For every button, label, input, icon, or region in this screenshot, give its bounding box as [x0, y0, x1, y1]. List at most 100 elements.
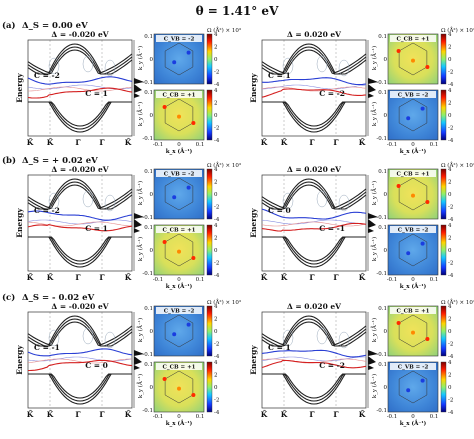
chern-blue-label: C = -2 — [34, 71, 60, 80]
map-ytick: 0 — [150, 385, 154, 391]
valence-band-remote — [262, 373, 366, 402]
colorbar — [206, 361, 213, 413]
chern-label: C_VB = -2 — [398, 365, 429, 371]
colorbar-tick: 4 — [448, 223, 452, 229]
blue-flat-band — [27, 76, 133, 85]
band-xtick: Γ̄ — [75, 273, 81, 282]
map-ytick: 0 — [384, 57, 388, 63]
map-xtick: -0.1 — [153, 414, 164, 420]
colorbar-tick: -4 — [214, 273, 220, 279]
band-panel-title: Δ = -0.020 eV — [51, 30, 108, 39]
colorbar-tick: 2 — [448, 45, 452, 51]
curvature-hotspot — [162, 105, 167, 109]
map-ytick: -0.1 — [142, 352, 153, 358]
map-xtick: 0 — [411, 142, 415, 148]
remote-dotted-band — [28, 86, 133, 92]
curvature-hotspot — [425, 337, 430, 341]
band-ylabel: Energy — [249, 73, 258, 103]
colorbar-tick: 4 — [214, 32, 218, 38]
row-delta-s: Δ_S = + 0.02 eV — [22, 156, 98, 166]
valence-band-remote — [28, 373, 132, 405]
map-label-bg — [156, 35, 202, 42]
band-ylabel: Energy — [249, 345, 258, 375]
chern-blue-label: C = -1 — [34, 343, 60, 352]
curvature-hotspot — [396, 49, 401, 53]
colorbar-tick: -2 — [214, 261, 219, 267]
map-ytick: 0 — [150, 248, 154, 254]
colorbar-tick: -4 — [214, 217, 220, 223]
curvature-hotspot — [406, 116, 411, 121]
band-xtick: K̄ — [281, 273, 288, 282]
colorbar-tick: -4 — [214, 410, 220, 416]
highlight-ellipse — [104, 331, 116, 349]
colorbar-tick: -4 — [448, 138, 454, 144]
map-xtick: 0.1 — [430, 277, 439, 283]
map-xlabel: k_x (Å⁻¹) — [400, 282, 427, 290]
colorbar-tick: -2 — [448, 398, 453, 404]
curvature-hotspot — [420, 241, 425, 246]
map-xtick: 0.1 — [430, 414, 439, 420]
map-ylabel: k_y (Å⁻¹) — [370, 374, 378, 398]
highlight-ellipse — [316, 190, 328, 208]
colorbar-tick: 0 — [448, 113, 452, 119]
map-label-bg — [390, 307, 436, 314]
curvature-hotspot — [186, 185, 191, 190]
colorbar-tick: 4 — [214, 88, 218, 94]
band-xtick: Γ̄ — [99, 273, 105, 282]
red-flat-band — [261, 88, 367, 98]
colorbar-tick: -4 — [214, 354, 220, 360]
map-ylabel: k_y (Å⁻¹) — [370, 318, 378, 342]
map-label-bg — [390, 170, 436, 177]
colorbar — [206, 168, 213, 220]
map-label-bg — [390, 226, 436, 233]
colorbar-tick: -4 — [448, 82, 454, 88]
dos-peak — [368, 350, 378, 370]
map-label-bg — [390, 35, 436, 42]
highlight-ellipse — [338, 331, 350, 349]
map-ytick: -0.1 — [142, 215, 153, 221]
map-label-bg — [156, 91, 202, 98]
colorbar-tick: 2 — [214, 236, 218, 242]
dos-peak — [134, 78, 144, 98]
colorbar — [206, 224, 213, 276]
berry-curvature-map-negative — [153, 33, 205, 85]
remote-dotted-band — [261, 86, 367, 92]
chern-blue-label: C = 0 — [268, 206, 291, 215]
remote-dotted-band — [261, 221, 367, 227]
map-ylabel: k_y (Å⁻¹) — [370, 181, 378, 205]
colorbar-tick: -2 — [214, 398, 219, 404]
map-ytick: 0 — [150, 329, 154, 335]
conduction-band-remote — [261, 184, 367, 210]
chern-label: C_CB = +1 — [162, 228, 195, 234]
colorbar-tick: 0 — [448, 248, 452, 254]
map-ytick: 0.1 — [144, 90, 153, 96]
chern-red-label: C = -2 — [319, 361, 345, 370]
berry-curvature-map-negative — [387, 224, 439, 276]
map-ytick: -0.1 — [142, 271, 153, 277]
chern-label: C_VB = -2 — [398, 228, 429, 234]
band-panel-title: Δ = 0.020 eV — [287, 165, 341, 174]
map-ytick: 0.1 — [378, 90, 387, 96]
map-ylabel: k_y (Å⁻¹) — [370, 46, 378, 70]
chern-label: C_VB = -2 — [164, 172, 195, 178]
map-ylabel: k_y (Å⁻¹) — [136, 318, 144, 342]
map-label-bg — [390, 363, 436, 370]
map-ytick: 0.1 — [144, 306, 153, 312]
band-panel-title: Δ = 0.020 eV — [287, 30, 341, 39]
colorbar — [206, 305, 213, 357]
curvature-hotspot — [396, 321, 401, 325]
map-ytick: -0.1 — [376, 80, 387, 86]
colorbar — [440, 89, 447, 141]
map-xtick: 0 — [411, 414, 415, 420]
row-delta-s: Δ_S = - 0.02 eV — [22, 293, 95, 303]
berry-maps: C_CB = +1 0.1 0 -0.1 C_VB = -2 0.1 0 -0.1 4 2 0 -2 -… — [370, 161, 474, 290]
chern-label: C_CB = +1 — [162, 93, 195, 99]
colorbar-tick: -4 — [448, 410, 454, 416]
chern-label: C_VB = -2 — [164, 309, 195, 315]
colorbar-title: Ω (Å²) × 10³ — [207, 298, 241, 306]
row-label: (a) — [2, 20, 16, 31]
map-ytick: -0.1 — [142, 136, 153, 142]
highlight-ellipse — [48, 57, 60, 75]
colorbar-tick: 4 — [448, 167, 452, 173]
colorbar-tick: 0 — [214, 248, 218, 254]
